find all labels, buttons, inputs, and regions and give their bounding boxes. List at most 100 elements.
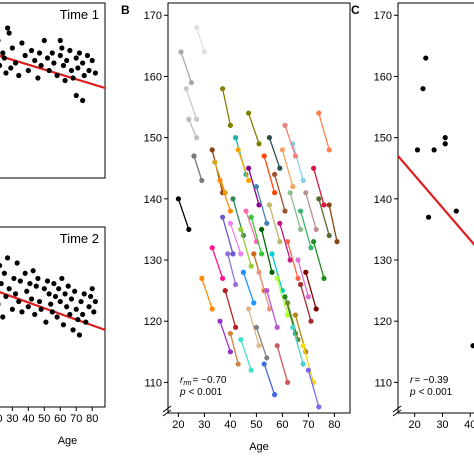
regression-line: [398, 155, 474, 247]
data-point: [81, 72, 87, 79]
axis-break-mark: [392, 405, 402, 413]
data-point: [0, 263, 3, 269]
series-point: [269, 251, 275, 257]
series-point: [282, 294, 288, 300]
data-point: [453, 208, 459, 214]
series-line: [211, 247, 224, 279]
data-point: [35, 275, 41, 282]
series-point: [178, 49, 184, 55]
series-line: [219, 180, 232, 212]
data-point: [6, 30, 12, 36]
data-point: [8, 65, 14, 71]
series-point: [272, 190, 278, 196]
data-point: [62, 77, 68, 84]
y-tick-label: 110: [374, 377, 392, 389]
data-point: [12, 60, 19, 66]
series-point: [274, 275, 280, 281]
data-point: [57, 37, 63, 44]
data-point: [28, 47, 35, 54]
series-line: [224, 290, 237, 328]
x-tick-label: 20: [409, 419, 421, 431]
stat-r-subscript: rm: [183, 380, 191, 387]
series-point: [240, 269, 246, 275]
series-line: [299, 284, 312, 322]
series-point: [256, 269, 262, 275]
panel-title: Time 2: [60, 231, 99, 246]
data-point: [36, 50, 43, 56]
data-point: [470, 343, 474, 349]
series-point: [264, 220, 270, 226]
data-point: [54, 314, 60, 320]
series-point: [194, 24, 200, 31]
data-point: [41, 37, 47, 44]
data-point: [73, 55, 79, 61]
panel-frame: [0, 2, 106, 179]
series-point: [183, 86, 189, 92]
series-point: [222, 288, 228, 294]
series-point: [209, 147, 215, 153]
data-point: [75, 65, 81, 71]
series-line: [289, 192, 302, 230]
series-point: [233, 281, 239, 288]
stat-p-value: < 0.001: [419, 387, 453, 398]
data-point: [44, 55, 51, 61]
series-point: [300, 361, 306, 367]
series-point: [191, 153, 197, 159]
data-point: [51, 280, 57, 287]
series-line: [268, 137, 281, 169]
data-point: [431, 147, 437, 153]
series-point: [277, 220, 283, 226]
data-point: [59, 275, 65, 282]
series-line: [292, 143, 304, 181]
x-tick-label: 80: [86, 413, 98, 425]
series-point: [305, 294, 311, 300]
series-point: [295, 275, 301, 281]
y-tick-label: 160: [374, 71, 392, 83]
y-tick-label: 150: [374, 133, 392, 145]
series-point: [287, 190, 293, 196]
series-point: [274, 324, 280, 330]
x-tick-label: 70: [70, 413, 82, 425]
data-point: [89, 57, 95, 64]
panel-a1: Time 1: [0, 2, 106, 179]
y-tick-label: 150: [144, 133, 162, 145]
series-point: [300, 343, 306, 349]
series-point: [259, 251, 265, 257]
panel-frame: [0, 226, 106, 408]
x-axis-label: Age: [58, 435, 78, 447]
series-line: [292, 327, 304, 365]
data-point: [30, 268, 36, 274]
series-point: [256, 202, 262, 208]
series-point: [321, 275, 327, 281]
series-line: [276, 345, 289, 383]
data-point: [41, 286, 47, 292]
data-point: [3, 70, 9, 76]
series-point: [277, 165, 283, 171]
series-point: [292, 153, 298, 159]
series-point: [233, 135, 239, 141]
series-point: [233, 324, 239, 330]
stat-r-symbol: r: [180, 375, 184, 386]
y-tick-label: 120: [374, 316, 392, 328]
data-point: [46, 291, 52, 297]
series-line: [318, 112, 330, 151]
series-point: [238, 336, 244, 343]
data-point: [67, 311, 73, 318]
data-point: [83, 319, 89, 325]
stat-r-value: = −0.70: [193, 375, 227, 386]
x-tick-label: 70: [302, 419, 314, 431]
series-point: [316, 110, 322, 116]
data-point: [76, 332, 83, 338]
series-point: [230, 196, 236, 202]
series-line: [299, 210, 312, 248]
series-point: [292, 312, 298, 318]
series-line: [318, 198, 330, 236]
data-point: [43, 319, 49, 325]
series-point: [256, 141, 262, 147]
series-point: [285, 379, 291, 386]
series-point: [261, 361, 267, 367]
series-point: [246, 110, 252, 116]
x-tick-label: 20: [172, 419, 184, 431]
stat-p-symbol: p: [409, 387, 416, 398]
